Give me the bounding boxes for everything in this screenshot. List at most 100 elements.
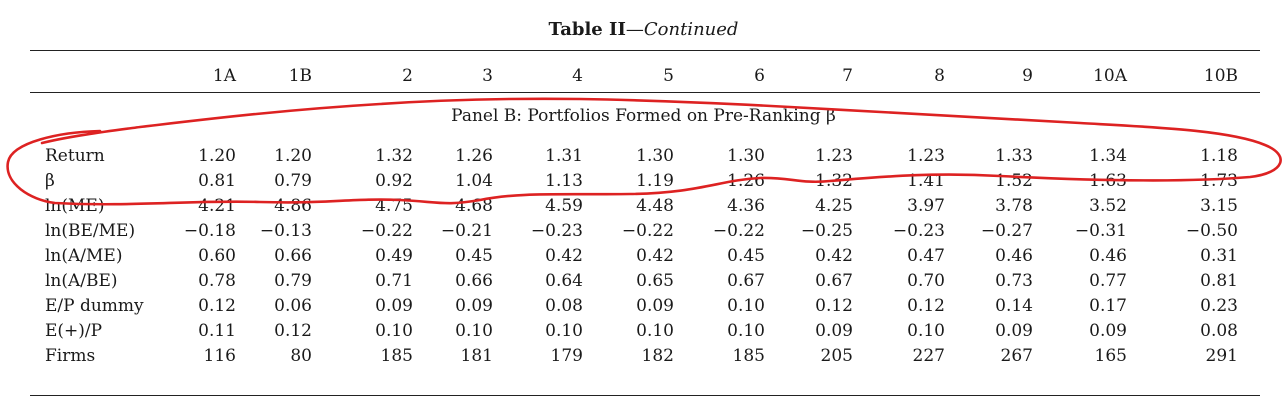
table-title-dash: — [625,19,644,40]
table-cell: 4.25 [815,196,853,216]
table-title: Table II—Continued [0,19,1287,40]
table-cell: 0.78 [198,271,236,291]
table-title-continued: Continued [643,19,739,40]
table-cell: 0.79 [274,271,312,291]
row-label: ln(BE/ME) [45,221,136,241]
table-cell: 4.36 [727,196,765,216]
table-cell: −0.13 [259,221,312,241]
table-cell: 0.67 [815,271,853,291]
column-header: 3 [482,66,493,86]
table-cell: 1.13 [545,171,583,191]
table-cell: 1.18 [1200,146,1238,166]
table-cell: 0.46 [995,246,1033,266]
row-label: ln(A/ME) [45,246,123,266]
table-cell: −0.31 [1074,221,1127,241]
table-cell: 0.79 [274,171,312,191]
table-cell: 0.10 [636,321,674,341]
table-cell: 0.09 [455,296,493,316]
table-cell: 182 [641,346,674,366]
column-header: 10A [1093,66,1127,86]
table-cell: 0.47 [907,246,945,266]
row-label: β [45,171,55,191]
column-header: 4 [572,66,583,86]
table-cell: 0.23 [1200,296,1238,316]
table-cell: 1.34 [1089,146,1127,166]
table-cell: 3.78 [995,196,1033,216]
table-cell: 0.73 [995,271,1033,291]
row-label: ln(ME) [45,196,105,216]
table-cell: 1.30 [636,146,674,166]
table-cell: 0.11 [198,321,236,341]
table-cell: 0.71 [375,271,413,291]
table-cell: −0.50 [1185,221,1238,241]
table-cell: 80 [290,346,312,366]
column-header: 5 [663,66,674,86]
hand-drawn-ellipse [6,97,1282,206]
table-cell: 0.12 [274,321,312,341]
table-cell: 1.23 [815,146,853,166]
table-cell: 0.45 [455,246,493,266]
table-cell: 0.06 [274,296,312,316]
table-cell: 0.12 [198,296,236,316]
row-label: Return [45,146,105,166]
table-cell: 4.59 [545,196,583,216]
table-cell: 0.64 [545,271,583,291]
table-cell: −0.22 [712,221,765,241]
table-cell: 0.10 [727,321,765,341]
table-cell: 0.09 [815,321,853,341]
table-cell: −0.21 [440,221,493,241]
table-cell: 3.97 [907,196,945,216]
column-header: 8 [934,66,945,86]
table-cell: 0.65 [636,271,674,291]
table-cell: 181 [460,346,493,366]
table-cell: −0.23 [892,221,945,241]
table-cell: 0.08 [1200,321,1238,341]
table-cell: 0.09 [375,296,413,316]
table-cell: 1.73 [1200,171,1238,191]
table-cell: −0.22 [360,221,413,241]
table-cell: −0.23 [530,221,583,241]
table-cell: 0.09 [1089,321,1127,341]
table-cell: −0.22 [621,221,674,241]
column-header: 9 [1022,66,1033,86]
row-label: E/P dummy [45,296,144,316]
row-label: E(+)/P [45,321,103,341]
table-cell: 1.33 [995,146,1033,166]
table-cell: 0.10 [907,321,945,341]
table-cell: 0.49 [375,246,413,266]
table-cell: 0.10 [727,296,765,316]
table-cell: 1.32 [375,146,413,166]
table-cell: 0.42 [636,246,674,266]
column-header: 6 [754,66,765,86]
table-cell: 0.09 [636,296,674,316]
table-cell: 267 [1000,346,1033,366]
header-rule [30,92,1260,93]
table-cell: 1.23 [907,146,945,166]
table-cell: 0.46 [1089,246,1127,266]
table-cell: 0.81 [1200,271,1238,291]
table-cell: 1.04 [455,171,493,191]
column-header: 7 [842,66,853,86]
table-cell: 0.09 [995,321,1033,341]
table-cell: 0.10 [455,321,493,341]
table-cell: 0.10 [375,321,413,341]
table-cell: 291 [1205,346,1238,366]
table-cell: 0.45 [727,246,765,266]
table-cell: 1.30 [727,146,765,166]
table-cell: −0.25 [800,221,853,241]
table-cell: 0.12 [815,296,853,316]
table-cell: 0.77 [1089,271,1127,291]
table-cell: 3.15 [1200,196,1238,216]
table-cell: 205 [820,346,853,366]
table-cell: 185 [732,346,765,366]
table-title-label: Table II [548,19,626,40]
column-header: 1B [288,66,312,86]
table-cell: 0.17 [1089,296,1127,316]
table-cell: 0.66 [274,246,312,266]
table-cell: 0.70 [907,271,945,291]
table-cell: 185 [380,346,413,366]
table-cell: 165 [1094,346,1127,366]
table-cell: 0.08 [545,296,583,316]
table-cell: 0.66 [455,271,493,291]
